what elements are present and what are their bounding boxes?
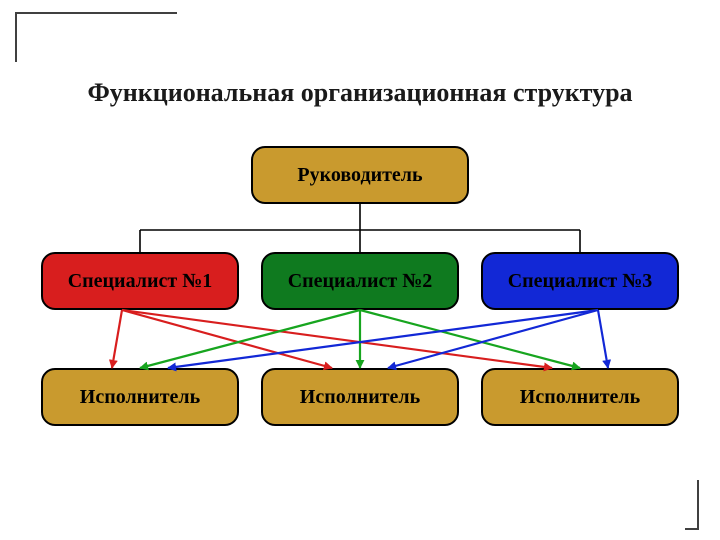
node-specialist-2: Специалист №2 <box>261 252 459 310</box>
node-executor-2: Исполнитель <box>261 368 459 426</box>
node-specialist-1-label: Специалист №1 <box>68 270 213 293</box>
node-specialist-3: Специалист №3 <box>481 252 679 310</box>
node-executor-3: Исполнитель <box>481 368 679 426</box>
node-leader-label: Руководитель <box>297 164 422 187</box>
node-specialist-3-label: Специалист №3 <box>508 270 653 293</box>
node-executor-3-label: Исполнитель <box>520 386 640 409</box>
node-leader: Руководитель <box>251 146 469 204</box>
frame-corner-top-left <box>15 12 177 62</box>
frame-corner-bottom-right <box>685 480 699 530</box>
node-executor-2-label: Исполнитель <box>300 386 420 409</box>
node-specialist-1: Специалист №1 <box>41 252 239 310</box>
diagram-title: Функциональная организационная структура <box>0 78 720 108</box>
node-specialist-2-label: Специалист №2 <box>288 270 433 293</box>
node-executor-1: Исполнитель <box>41 368 239 426</box>
node-executor-1-label: Исполнитель <box>80 386 200 409</box>
